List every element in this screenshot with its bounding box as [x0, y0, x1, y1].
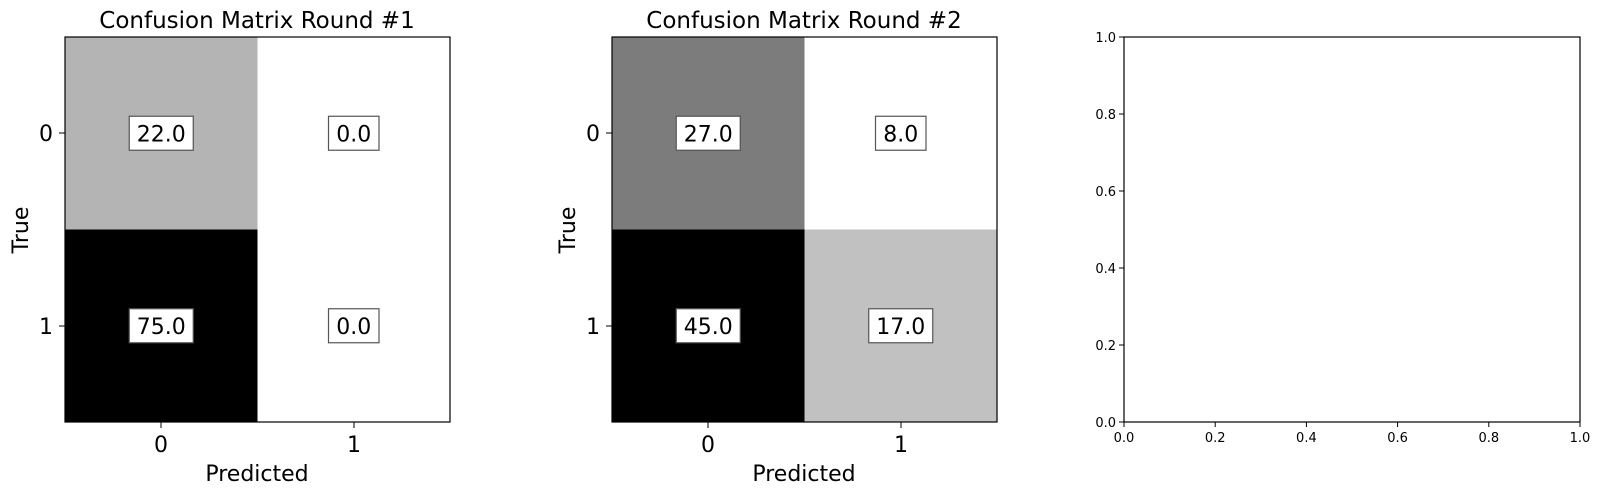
- empty-axes: 0.0 0.2 0.4 0.6 0.8 1.0 0.0 0.2 0.4 0.6 0.8 1.0: [1095, 31, 1590, 446]
- heatmap-cells: [65, 37, 451, 423]
- plot-frame: [1123, 36, 1581, 423]
- x-axis-label: Predicted: [752, 462, 855, 487]
- y-tick-label: 0.4: [1095, 262, 1116, 277]
- cell-label-box: [327, 308, 380, 344]
- y-axis-label: True: [556, 207, 581, 255]
- y-tick-label: 0: [586, 122, 600, 147]
- axis-ticks: 0.0 0.2 0.4 0.6 0.8 1.0 0.0 0.2 0.4 0.6 0.8 1.0: [1095, 31, 1590, 446]
- cell-value-label: 27.0: [684, 122, 733, 147]
- y-axis-label: True: [9, 207, 34, 255]
- cell-label-box: [868, 308, 934, 344]
- cell-label-box: [874, 115, 927, 151]
- heatmap-cells: [612, 37, 998, 423]
- cell-label-box: [128, 308, 194, 344]
- confusion-matrix-round-2: 27.0 8.0 45.0 17.0 0 1 0 1 Confusion Matrix…: [556, 8, 998, 487]
- cell-value-label: 0.0: [336, 122, 371, 147]
- x-tick-label: 0.8: [1478, 431, 1499, 446]
- y-tick-label: 0.2: [1095, 339, 1116, 354]
- cell-label-box: [327, 115, 380, 151]
- x-tick-label: 1: [347, 433, 361, 458]
- x-tick-label: 0: [154, 433, 168, 458]
- plot-frame: [64, 36, 451, 423]
- x-tick-label: 0.2: [1205, 431, 1226, 446]
- cell-label-box: [128, 115, 194, 151]
- x-tick-label: 0.4: [1296, 431, 1317, 446]
- x-tick-label: 0.0: [1114, 431, 1135, 446]
- x-axis-label: Predicted: [205, 462, 308, 487]
- chart-title: Confusion Matrix Round #2: [646, 8, 961, 34]
- plot-frame: [611, 36, 998, 423]
- y-tick-label: 1.0: [1095, 31, 1116, 46]
- x-tick-label: 1.0: [1570, 431, 1591, 446]
- cell-labels: 22.0 0.0 75.0 0.0: [128, 115, 380, 344]
- cell-value-label: 0.0: [336, 315, 371, 340]
- cell-labels: 27.0 8.0 45.0 17.0: [675, 115, 934, 344]
- cell-value-label: 45.0: [684, 315, 733, 340]
- y-tick-label: 1: [586, 315, 600, 340]
- cell-label-box: [675, 115, 741, 151]
- cell-value-label: 17.0: [876, 315, 925, 340]
- cell-label-box: [675, 308, 741, 344]
- y-tick-label: 0.0: [1095, 416, 1116, 431]
- y-tick-label: 1: [39, 315, 53, 340]
- x-tick-label: 1: [894, 433, 908, 458]
- x-tick-label: 0.6: [1387, 431, 1408, 446]
- x-tick-label: 0: [701, 433, 715, 458]
- y-tick-label: 0.6: [1095, 185, 1116, 200]
- y-tick-label: 0: [39, 122, 53, 147]
- cell-value-label: 75.0: [137, 315, 186, 340]
- y-tick-label: 0.8: [1095, 108, 1116, 123]
- confusion-matrix-round-1: 22.0 0.0 75.0 0.0 0 1 0 1 Confusion Matrix …: [9, 8, 451, 487]
- cell-value-label: 22.0: [137, 122, 186, 147]
- cell-value-label: 8.0: [883, 122, 918, 147]
- chart-title: Confusion Matrix Round #1: [99, 8, 414, 34]
